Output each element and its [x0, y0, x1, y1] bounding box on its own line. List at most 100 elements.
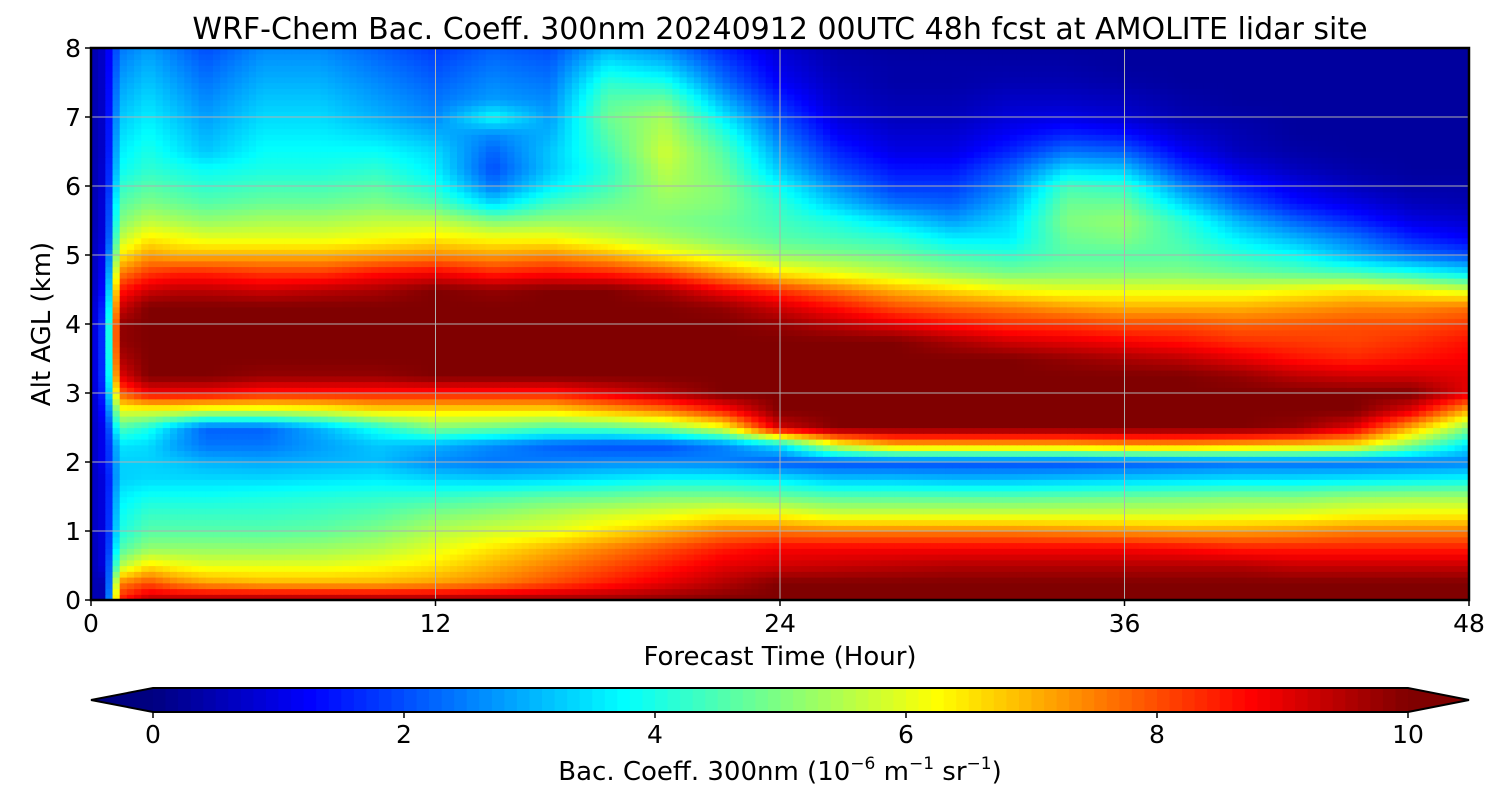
heatmap-cell [112, 548, 121, 555]
heatmap-cell [270, 473, 279, 480]
heatmap-cell [765, 525, 774, 532]
heatmap-cell [930, 462, 939, 469]
heatmap-cell [1102, 450, 1111, 457]
heatmap-cell [844, 485, 853, 492]
heatmap-cell [1102, 588, 1111, 595]
heatmap-cell [751, 513, 760, 521]
heatmap-cell [234, 519, 243, 526]
heatmap-cell [320, 548, 329, 555]
heatmap-cell [1174, 571, 1183, 578]
heatmap-cell [715, 462, 724, 469]
heatmap-cell [284, 577, 293, 584]
heatmap-cell [1210, 456, 1219, 463]
heatmap-cell [191, 479, 200, 486]
heatmap-cell [952, 456, 961, 463]
heatmap-cell [399, 531, 408, 538]
heatmap-cell [894, 594, 903, 600]
heatmap-cell [1375, 588, 1384, 595]
heatmap-cell [1217, 473, 1226, 480]
heatmap-cell [521, 525, 530, 532]
heatmap-cell [729, 508, 738, 515]
heatmap-cell [650, 508, 659, 515]
heatmap-cell [980, 450, 989, 457]
heatmap-cell [1418, 588, 1427, 595]
heatmap-cell [858, 565, 867, 572]
heatmap-cell [937, 513, 946, 521]
heatmap-cell [363, 479, 372, 486]
heatmap-cell [571, 548, 580, 555]
heatmap-cell [406, 462, 415, 469]
heatmap-cell [1454, 473, 1463, 480]
heatmap-cell [780, 450, 788, 457]
heatmap-cell [385, 467, 394, 475]
heatmap-cell [1275, 502, 1283, 509]
heatmap-cell [220, 450, 228, 457]
heatmap-cell [213, 525, 221, 532]
heatmap-cell [1174, 496, 1183, 503]
heatmap-cell [1354, 588, 1362, 595]
heatmap-cell [148, 559, 157, 567]
heatmap-cell [1318, 559, 1327, 567]
heatmap-cell [342, 594, 350, 600]
heatmap-cell [177, 571, 185, 578]
heatmap-cell [428, 565, 437, 572]
heatmap-cell [729, 479, 738, 486]
heatmap-cell [1153, 462, 1161, 469]
heatmap-cell [191, 577, 200, 584]
heatmap-cell [248, 456, 257, 463]
heatmap-cell [1346, 588, 1355, 595]
heatmap-cell [1067, 531, 1075, 538]
heatmap-cell [535, 479, 544, 486]
heatmap-cell [1131, 536, 1140, 544]
heatmap-cell [614, 577, 623, 584]
heatmap-cell [299, 588, 307, 595]
heatmap-cell [1189, 577, 1197, 584]
heatmap-cell [169, 496, 178, 503]
heatmap-cell [119, 444, 128, 452]
heatmap-cell [1454, 525, 1463, 532]
heatmap-cell [227, 588, 236, 595]
heatmap-cell [643, 485, 652, 492]
heatmap-cell [1153, 588, 1161, 595]
heatmap-cell [528, 496, 537, 503]
heatmap-cell [1275, 594, 1283, 600]
heatmap-cell [241, 594, 250, 600]
heatmap-cell [808, 542, 817, 549]
heatmap-cell [1253, 571, 1262, 578]
heatmap-cell [1095, 536, 1104, 544]
heatmap-cell [607, 588, 616, 595]
heatmap-cell [335, 565, 343, 572]
heatmap-cell [916, 548, 925, 555]
heatmap-cell [715, 594, 724, 600]
heatmap-cell [909, 456, 917, 463]
heatmap-cell [507, 588, 516, 595]
heatmap-cell [557, 479, 566, 486]
heatmap-cell [1067, 559, 1075, 567]
heatmap-cell [1038, 450, 1047, 457]
heatmap-cell [1081, 536, 1090, 544]
heatmap-cell [248, 554, 257, 561]
heatmap-cell [169, 467, 178, 475]
heatmap-cell [392, 588, 401, 595]
heatmap-cell [1289, 467, 1298, 475]
heatmap-cell [794, 467, 803, 475]
heatmap-cell [701, 548, 709, 555]
heatmap-cell [112, 531, 121, 538]
heatmap-cell [808, 485, 817, 492]
heatmap-cell [1002, 548, 1011, 555]
heatmap-cell [1296, 565, 1305, 572]
heatmap-cell [557, 565, 566, 572]
heatmap-cell [198, 565, 207, 572]
heatmap-cell [514, 456, 523, 463]
heatmap-cell [980, 467, 989, 475]
heatmap-cell [191, 559, 200, 567]
heatmap-cell [1404, 588, 1413, 595]
heatmap-cell [1138, 450, 1147, 457]
heatmap-cell [356, 485, 365, 492]
heatmap-cell [722, 588, 731, 595]
heatmap-cell [148, 571, 157, 578]
heatmap-cell [744, 536, 752, 544]
heatmap-cell [1268, 479, 1276, 486]
heatmap-cell [1153, 536, 1161, 544]
heatmap-cell [1024, 467, 1032, 475]
